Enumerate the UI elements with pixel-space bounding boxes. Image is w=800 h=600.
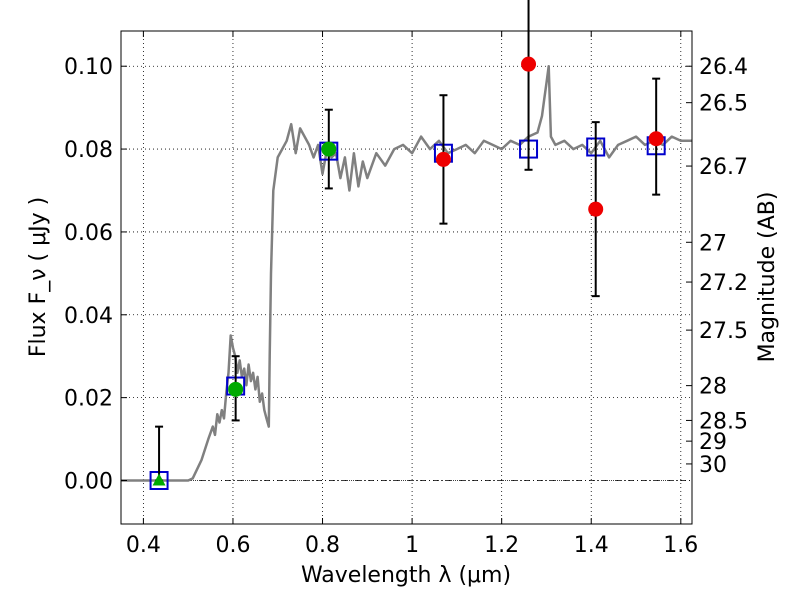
grid: [121, 31, 692, 524]
mag-tick-label: 28.5: [699, 409, 748, 434]
y-tick-label: 0.06: [64, 221, 113, 246]
mag-tick-label: 29: [699, 430, 727, 455]
x-axis-label: Wavelength λ (μm): [301, 563, 511, 588]
plot-frame: [120, 30, 693, 525]
x-tick-label: 0.4: [126, 533, 161, 558]
y-axis-label: Flux F_ν ( μJy ): [26, 197, 51, 357]
mag-tick-label: 27.2: [699, 271, 748, 296]
spectrum-line: [121, 64, 692, 482]
y-axis-right-label: Magnitude (AB): [755, 192, 780, 363]
data-point: [435, 151, 451, 167]
data-point: [228, 381, 244, 397]
data-point: [321, 141, 337, 157]
mag-tick-label: 27: [699, 231, 727, 256]
x-tick-label: 0.6: [215, 533, 250, 558]
y-tick-label: 0.08: [64, 138, 113, 163]
mag-tick-label: 27.5: [699, 319, 748, 344]
y-tick-label: 0.02: [64, 387, 113, 412]
mag-tick-label: 26.5: [699, 92, 748, 117]
data-point: [588, 201, 604, 217]
series-layer: [121, 0, 692, 490]
y-tick-label: 0.04: [64, 304, 113, 329]
x-tick-label: 1.2: [484, 533, 519, 558]
y-tick-label: 0.10: [64, 55, 113, 80]
mag-tick-label: 30: [699, 453, 727, 478]
data-point: [521, 56, 537, 72]
ticks: 0.4 0.6 0.8 1 1.2 1.4 1.6 0.00 0.02 0.04 0.06 0.08 0…: [64, 31, 748, 558]
x-tick-label: 0.8: [305, 533, 340, 558]
mag-tick-label: 26.4: [699, 55, 748, 80]
y-tick-label: 0.00: [64, 470, 113, 495]
mag-tick-label: 28: [699, 375, 727, 400]
upper-limit-point: [152, 473, 166, 486]
x-tick-label: 1: [405, 533, 419, 558]
data-point: [648, 131, 664, 147]
mag-tick-label: 26.7: [699, 155, 748, 180]
x-tick-label: 1.6: [663, 533, 698, 558]
x-tick-label: 1.4: [574, 533, 609, 558]
